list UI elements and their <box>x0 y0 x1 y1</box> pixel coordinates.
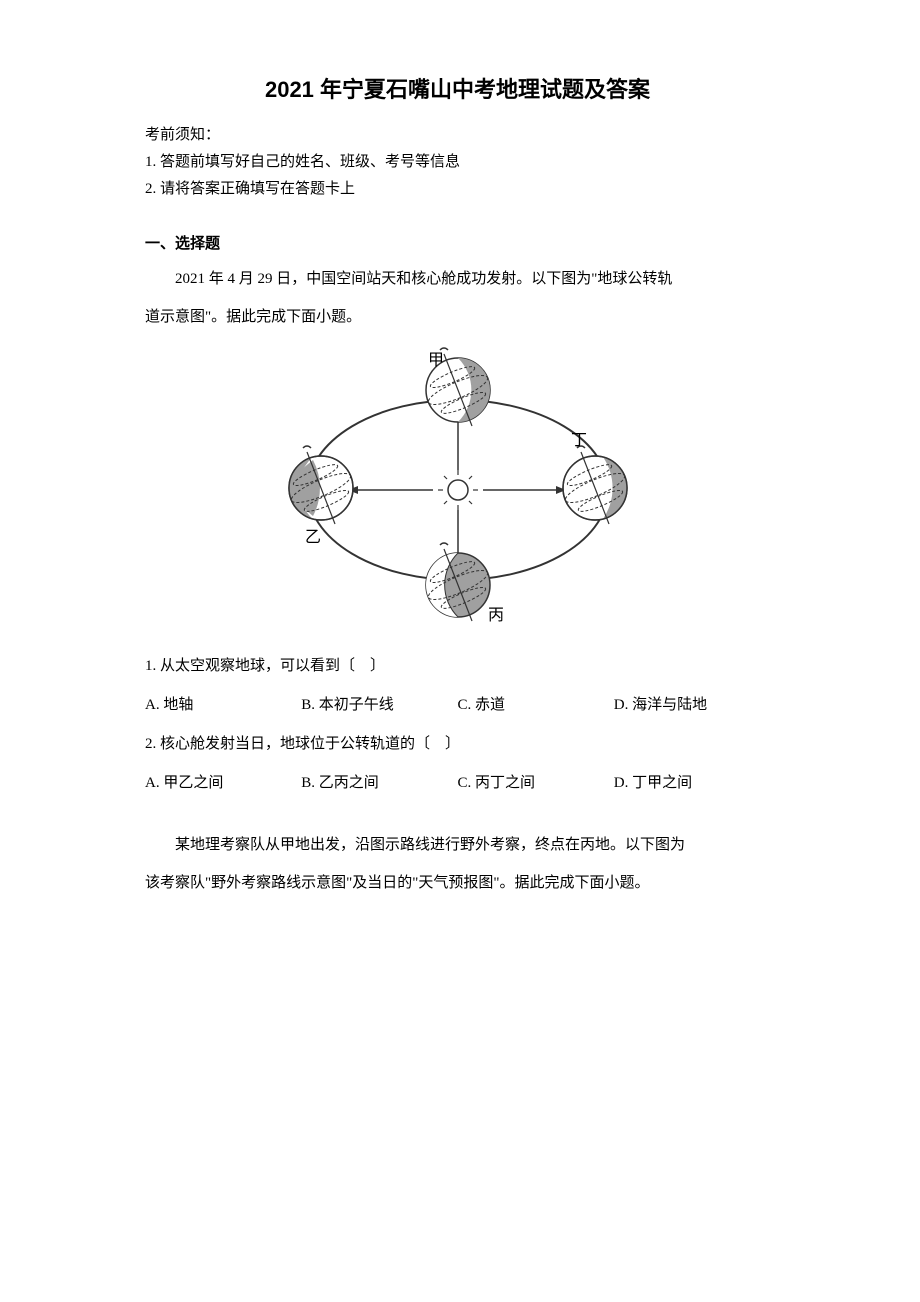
question2-options: A. 甲乙之间 B. 乙丙之间 C. 丙丁之间 D. 丁甲之间 <box>145 767 770 800</box>
q2-option-a: A. 甲乙之间 <box>145 767 301 800</box>
passage2-line2: 该考察队"野外考察路线示意图"及当日的"天气预报图"。据此完成下面小题。 <box>145 868 770 898</box>
q1-option-a: A. 地轴 <box>145 689 301 722</box>
question2-text: 2. 核心舱发射当日，地球位于公转轨道的〔 〕 <box>145 728 770 761</box>
orbit-svg: 甲 乙 丁 <box>273 340 643 630</box>
passage1-line1: 2021 年 4 月 29 日，中国空间站天和核心舱成功发射。以下图为"地球公转… <box>145 264 770 294</box>
question1-options: A. 地轴 B. 本初子午线 C. 赤道 D. 海洋与陆地 <box>145 689 770 722</box>
instructions-block: 考前须知： 1. 答题前填写好自己的姓名、班级、考号等信息 2. 请将答案正确填… <box>145 122 770 203</box>
q2-option-d: D. 丁甲之间 <box>614 767 770 800</box>
earth-orbit-diagram: 甲 乙 丁 <box>145 340 770 640</box>
passage1-line2: 道示意图"。据此完成下面小题。 <box>145 302 770 332</box>
passage2-line1: 某地理考察队从甲地出发，沿图示路线进行野外考察，终点在丙地。以下图为 <box>145 830 770 860</box>
page-title: 2021 年宁夏石嘴山中考地理试题及答案 <box>145 70 770 110</box>
q1-option-d: D. 海洋与陆地 <box>614 689 770 722</box>
section-title: 一、选择题 <box>145 231 770 258</box>
q1-option-b: B. 本初子午线 <box>301 689 457 722</box>
instructions-line1: 1. 答题前填写好自己的姓名、班级、考号等信息 <box>145 149 770 176</box>
q1-option-c: C. 赤道 <box>458 689 614 722</box>
q2-option-c: C. 丙丁之间 <box>458 767 614 800</box>
label-bottom: 丙 <box>488 607 504 624</box>
q2-option-b: B. 乙丙之间 <box>301 767 457 800</box>
instructions-heading: 考前须知： <box>145 122 770 149</box>
label-left: 乙 <box>305 529 321 546</box>
label-top: 甲 <box>428 352 444 369</box>
question1-text: 1. 从太空观察地球，可以看到〔 〕 <box>145 650 770 683</box>
label-right: 丁 <box>571 432 587 449</box>
instructions-line2: 2. 请将答案正确填写在答题卡上 <box>145 176 770 203</box>
